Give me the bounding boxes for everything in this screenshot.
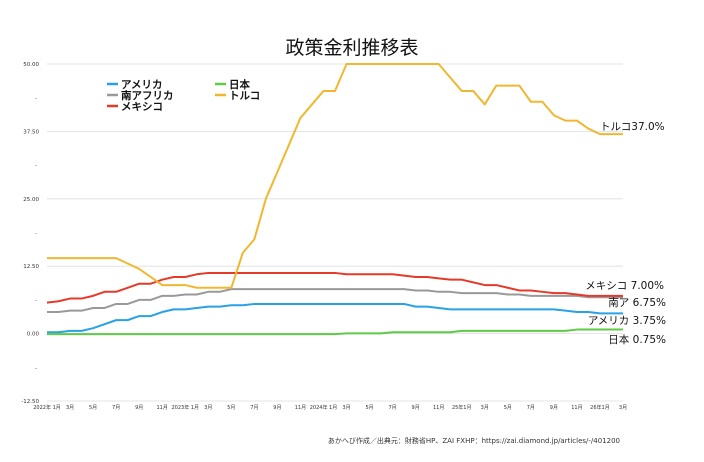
x-tick-label: 5月 [227, 405, 235, 411]
y-axis-ticks: 50.00 37.50 25.00 12.50 0.00 -12.50 - - - - - [21, 62, 39, 405]
y-minor-tick: - [35, 163, 37, 169]
x-tick-label: 3月 [481, 405, 489, 411]
x-tick-label: 9月 [412, 405, 420, 411]
series-line-トルコ [47, 63, 623, 289]
legend-label: アメリカ [121, 79, 162, 91]
x-tick-label: 5月 [89, 405, 97, 411]
x-tick-label: 5月 [504, 405, 512, 411]
legend-label: 日本 [229, 78, 250, 91]
x-tick-label: 7月 [527, 405, 535, 411]
x-tick-label: 5月 [365, 405, 373, 411]
x-tick-label: 2023年 1月 [171, 404, 199, 411]
y-minor-tick: - [35, 298, 37, 304]
x-tick-label: 7月 [112, 405, 120, 411]
end-label: メキシコ 7.00% [585, 280, 664, 292]
x-tick-label: 9月 [135, 405, 143, 411]
x-tick-label: 9月 [550, 405, 558, 411]
end-label: アメリカ 3.75% [588, 315, 666, 327]
y-tick-label: -12.50 [21, 399, 39, 405]
source-note: あかへび作成／出典元：財務省HP、ZAI FXHP：https://zai.di… [328, 436, 620, 445]
grid-lines [47, 63, 623, 402]
end-label: トルコ37.0% [600, 121, 665, 133]
x-tick-label: 7月 [389, 405, 397, 411]
x-tick-label: 11月 [295, 405, 306, 411]
x-tick-label: 11月 [571, 405, 582, 411]
x-tick-label: 2024年 1月 [310, 404, 338, 411]
x-tick-label: 3月 [204, 405, 212, 411]
y-tick-label: 50.00 [23, 62, 39, 68]
y-tick-label: 25.00 [23, 197, 39, 203]
end-label: 南ア 6.75% [608, 296, 666, 309]
y-tick-label: 37.50 [23, 129, 39, 135]
series-line-日本 [47, 328, 623, 336]
end-labels: アメリカ 3.75% 南ア 6.75% メキシコ 7.00% 日本 0.75% トルコ3… [585, 121, 666, 346]
y-tick-label: 0.00 [27, 332, 40, 338]
y-minor-tick: - [35, 365, 37, 371]
x-tick-label: 9月 [273, 405, 281, 411]
series-line-南アフリカ [47, 288, 623, 314]
chart-title: 政策金利推移表 [285, 37, 418, 59]
y-minor-tick: - [35, 231, 37, 237]
x-tick-label: 3月 [619, 405, 627, 411]
y-tick-label: 12.50 [23, 264, 39, 270]
x-tick-label: 7月 [250, 405, 258, 411]
series-lines [46, 63, 623, 336]
legend-label: メキシコ [121, 101, 163, 113]
x-tick-label: 3月 [342, 405, 350, 411]
x-tick-label: 11月 [157, 405, 168, 411]
x-tick-label: 26年1月 [590, 404, 610, 411]
x-tick-label: 25年1月 [452, 404, 472, 411]
x-tick-label: 2022年 1月 [33, 404, 61, 411]
x-tick-label: 3月 [66, 405, 74, 411]
legend-label: トルコ [229, 90, 260, 102]
x-tick-label: 11月 [433, 405, 444, 411]
legend-label: 南アフリカ [121, 89, 174, 102]
end-label: 日本 0.75% [608, 333, 666, 346]
series-line-メキシコ [46, 271, 623, 304]
y-minor-tick: - [35, 96, 37, 102]
series-line-アメリカ [47, 302, 623, 334]
x-axis-ticks: 2022年 1月 3月 5月 7月 9月 11月 2023年 1月 3月 5月 7月 9月 11月 20… [33, 404, 627, 411]
